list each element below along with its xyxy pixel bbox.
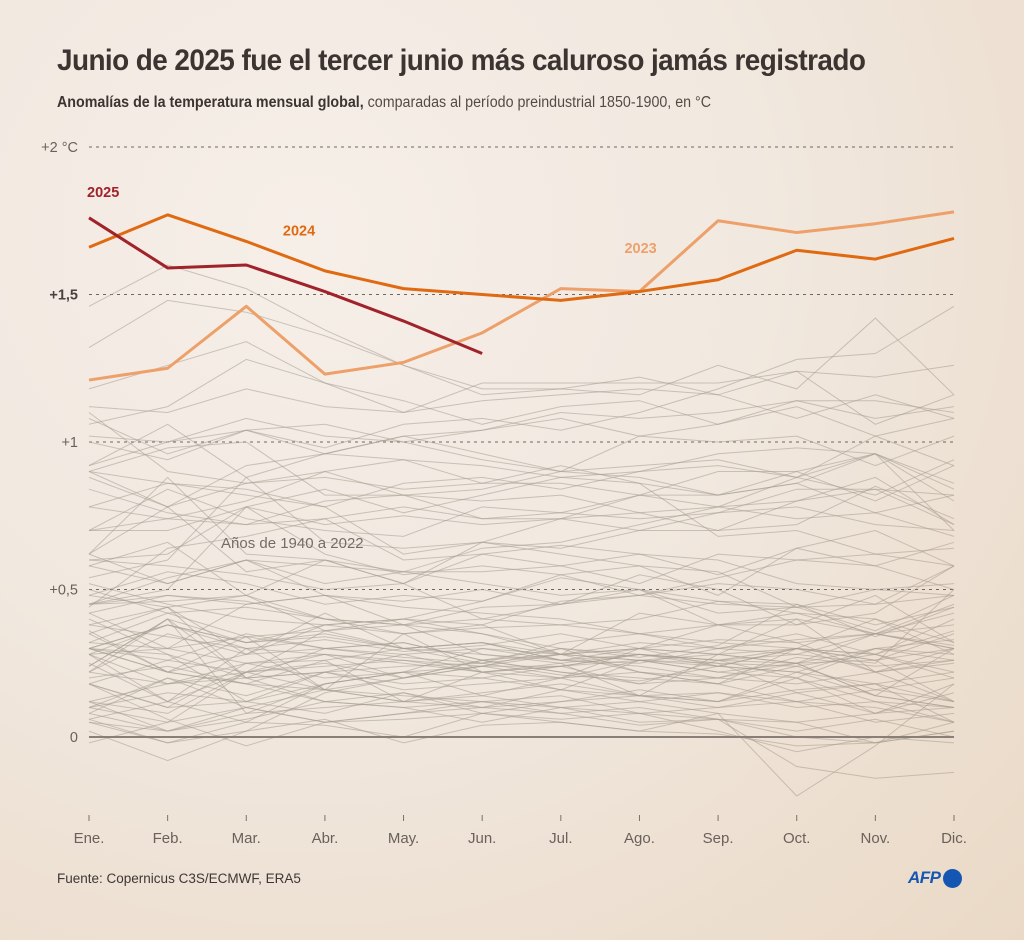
background-series-line [88, 341, 955, 425]
background-series-line [88, 624, 955, 697]
background-series-line [88, 683, 955, 747]
y-tick-label: +1,5 [49, 288, 78, 304]
background-series-line [88, 417, 955, 531]
y-tick-label: +2 °C [41, 140, 78, 156]
background-series-line [88, 648, 955, 738]
y-tick-label: +1 [61, 435, 78, 451]
y-axis: +2 °C +1,5 +1 +0,5 0 [41, 140, 78, 746]
background-series-line [88, 612, 955, 679]
background-series-line [88, 370, 955, 425]
afp-logo: AFP [908, 867, 962, 889]
background-series-line [88, 518, 955, 608]
background-series-line [88, 594, 955, 644]
chart-title: Junio de 2025 fue el tercer junio más ca… [57, 44, 866, 77]
source-note: Fuente: Copernicus C3S/ECMWF, ERA5 [57, 871, 301, 886]
background-series-line [89, 476, 955, 531]
chart-subtitle: Anomalías de la temperatura mensual glob… [57, 94, 711, 112]
background-series-line [88, 476, 955, 590]
background-series-line [88, 647, 955, 720]
background-series-line [88, 589, 955, 679]
background-series-line [88, 571, 955, 614]
background-series-group [88, 264, 955, 797]
highlight-series-group: 2023 2024 2025 [87, 185, 955, 382]
subtitle-bold: Anomalías de la temperatura mensual glob… [57, 94, 364, 111]
background-series-line [88, 565, 955, 655]
background-series-line [88, 412, 955, 531]
background-series-line [88, 406, 955, 461]
background-series-line [88, 435, 955, 508]
background-series-label: Años de 1940 a 2022 [221, 535, 364, 552]
background-series-line [88, 476, 955, 579]
background-series-line [88, 594, 955, 655]
background-series-line [88, 506, 955, 605]
x-tick-label: Abr. [312, 830, 339, 847]
background-series-line [88, 459, 955, 537]
x-tick-label: Feb. [153, 830, 183, 847]
background-series-line [88, 506, 955, 585]
background-series-line [88, 618, 955, 679]
background-series-line [88, 358, 955, 425]
x-tick-label: Dic. [941, 830, 967, 847]
x-tick-label: Jun. [468, 830, 496, 847]
x-tick-label: Oct. [783, 830, 811, 847]
background-series-line [88, 594, 955, 650]
background-series-line [88, 677, 955, 714]
x-tick-label: Ago. [624, 830, 655, 847]
x-tick-label: Mar. [232, 830, 261, 847]
background-series-line [88, 583, 955, 649]
background-series-line [88, 683, 955, 797]
background-series-line [88, 594, 955, 673]
x-axis: Ene. Feb. Mar. Abr. May. Jun. Jul. Ago. Sep. Oct.… [74, 815, 967, 847]
background-series-line [88, 712, 955, 747]
background-series-line [88, 447, 955, 531]
background-series-line [88, 647, 955, 703]
background-series-line [88, 594, 955, 708]
background-series-line [88, 665, 955, 779]
x-tick-label: May. [388, 830, 419, 847]
series-label-2025: 2025 [87, 185, 119, 201]
background-series-line [88, 435, 955, 508]
background-series-line [88, 624, 955, 667]
background-series-line [88, 695, 955, 753]
background-series-line [88, 633, 955, 708]
series-label-2023: 2023 [624, 241, 656, 257]
background-series-line [88, 465, 955, 526]
background-series-line [88, 423, 955, 555]
background-series-line [88, 662, 955, 723]
series-line-2025 [88, 216, 483, 355]
background-series-line [88, 701, 955, 732]
x-tick-label: Nov. [860, 830, 890, 847]
afp-logo-text: AFP [908, 868, 941, 887]
x-tick-label: Sep. [703, 830, 734, 847]
background-series-line [88, 559, 955, 644]
y-tick-label: 0 [70, 730, 78, 746]
background-series-line [88, 299, 955, 396]
background-series-line [88, 662, 955, 709]
background-series-line [88, 441, 955, 537]
afp-dot-icon [942, 868, 962, 888]
y-tick-label: +0,5 [49, 583, 78, 599]
series-line-2024 [88, 213, 955, 302]
subtitle-rest: comparadas al período preindustrial 1850… [363, 94, 712, 111]
background-series-line [88, 400, 955, 455]
background-series-line [88, 565, 955, 685]
background-series-line [88, 264, 955, 419]
series-label-2024: 2024 [283, 224, 315, 240]
background-series-line [88, 553, 955, 650]
series-line-2023 [88, 210, 955, 382]
x-tick-label: Ene. [74, 830, 105, 847]
x-tick-label: Jul. [549, 830, 572, 847]
background-series-line [88, 476, 955, 555]
background-series-line [88, 618, 955, 744]
background-series-line [88, 541, 955, 608]
background-series-line [88, 653, 955, 703]
background-series-line [88, 453, 955, 526]
